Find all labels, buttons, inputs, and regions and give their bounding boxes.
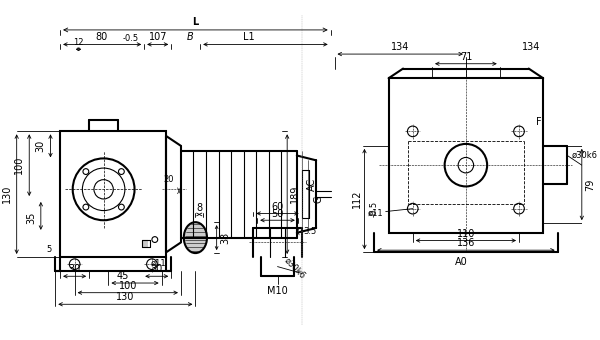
Text: 134: 134 xyxy=(391,42,409,52)
Text: G: G xyxy=(313,195,323,203)
Text: 3.5: 3.5 xyxy=(304,227,317,236)
Text: 107: 107 xyxy=(148,32,167,41)
Text: 71: 71 xyxy=(460,52,472,62)
Text: A0: A0 xyxy=(455,257,467,267)
Text: 60: 60 xyxy=(271,202,284,211)
Text: 30: 30 xyxy=(35,140,46,152)
Text: 189: 189 xyxy=(290,185,300,203)
Text: AC: AC xyxy=(307,178,316,191)
Text: 50: 50 xyxy=(271,209,284,219)
Text: 35: 35 xyxy=(26,212,36,224)
Text: 112: 112 xyxy=(352,190,362,208)
Text: 110: 110 xyxy=(457,228,475,239)
Text: 130: 130 xyxy=(116,292,134,302)
Text: ø30k6: ø30k6 xyxy=(572,151,598,160)
Text: M10: M10 xyxy=(267,286,288,296)
Text: 33: 33 xyxy=(221,232,230,244)
Text: 79: 79 xyxy=(585,178,595,191)
Text: ø30k6: ø30k6 xyxy=(283,256,307,281)
Text: -0.5: -0.5 xyxy=(369,201,378,217)
Text: ø11: ø11 xyxy=(151,259,166,268)
Text: 12: 12 xyxy=(73,38,84,47)
Text: 130: 130 xyxy=(2,185,12,203)
Text: 20: 20 xyxy=(163,175,173,185)
Text: 30: 30 xyxy=(151,264,163,274)
Text: L1: L1 xyxy=(243,32,254,41)
Text: F: F xyxy=(536,117,541,127)
Text: 100: 100 xyxy=(14,156,25,174)
Text: 136: 136 xyxy=(457,238,475,248)
Text: 8: 8 xyxy=(196,203,202,212)
Text: ø11: ø11 xyxy=(368,209,384,218)
Text: 5: 5 xyxy=(46,245,51,254)
Text: L: L xyxy=(192,17,199,27)
Text: 134: 134 xyxy=(523,42,541,52)
Text: 30: 30 xyxy=(68,264,81,274)
Text: -0.5: -0.5 xyxy=(123,34,139,44)
Text: 45: 45 xyxy=(117,271,129,281)
Text: 80: 80 xyxy=(95,32,108,41)
Text: B: B xyxy=(187,32,194,41)
Ellipse shape xyxy=(184,222,207,253)
Text: 100: 100 xyxy=(119,281,137,291)
